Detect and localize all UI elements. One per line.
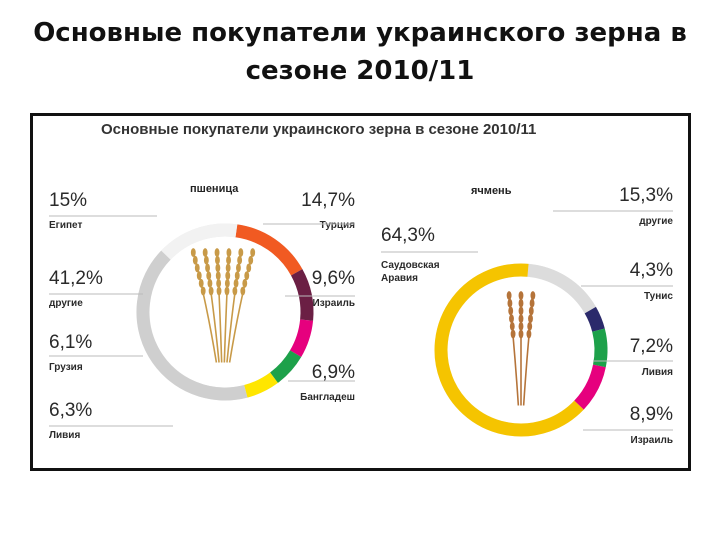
barley-label-saudi-line2: Аравия — [381, 273, 418, 284]
wheat-value-турция: 14,7% — [301, 190, 355, 211]
wheat-title: пшеница — [190, 183, 239, 195]
wheat-value-грузия: 6,1% — [49, 332, 92, 353]
barley-label-израиль: Израиль — [631, 435, 673, 446]
wheat-slice-другие — [136, 250, 248, 401]
wheat-value-бангладеш: 6,9% — [312, 362, 355, 383]
wheat-slice-бангладеш — [289, 319, 314, 358]
barley-label-saudi-line1: Саудовская — [381, 260, 440, 271]
barley-value-саудовская-аравия: 64,3% — [381, 225, 435, 246]
barley-title: ячмень — [471, 185, 512, 197]
wheat-value-другие: 41,2% — [49, 268, 103, 289]
barley-value-ливия: 7,2% — [630, 336, 673, 357]
chart-svg: пшеница 15% Египет 14,7% Турция 9,6% Израиль 6,… — [49, 183, 673, 446]
wheat-value-ливия: 6,3% — [49, 400, 92, 421]
slide-title: Основные покупатели украинского зерна в … — [0, 14, 720, 90]
wheat-slice-египет — [161, 223, 238, 260]
barley-value-другие: 15,3% — [619, 185, 673, 206]
barley-slice-тунис — [584, 306, 605, 332]
barley-slice-другие — [527, 263, 596, 314]
wheat-label-израиль: Израиль — [313, 298, 355, 309]
wheat-label-египет: Египет — [49, 220, 82, 231]
slide-title-line2: сезоне 2010/11 — [245, 56, 475, 86]
wheat-slice-грузия — [243, 372, 278, 398]
barley-label-другие: другие — [639, 216, 673, 227]
barley-slice-ливия — [592, 328, 608, 368]
barley-value-тунис: 4,3% — [630, 260, 673, 281]
wheat-label-грузия: Грузия — [49, 362, 83, 373]
wheat-slice-турция — [235, 224, 303, 276]
barley-label-ливия: Ливия — [642, 367, 673, 378]
slide-title-line1: Основные покупатели украинского зерна в — [33, 18, 687, 48]
barley-slice-саудовская-аравия — [434, 263, 584, 437]
barley-value-израиль: 8,9% — [630, 404, 673, 425]
wheat-slice-ливия — [269, 350, 302, 383]
grain-illustration — [190, 248, 256, 363]
chart-title: Основные покупатели украинского зерна в … — [101, 121, 537, 138]
grain-illustration — [506, 291, 536, 406]
wheat-label-турция: Турция — [320, 220, 356, 231]
wheat-label-ливия: Ливия — [49, 430, 80, 441]
wheat-value-израиль: 9,6% — [312, 268, 355, 289]
wheat-slice-израиль — [290, 269, 314, 321]
wheat-label-бангладеш: Бангладеш — [300, 392, 355, 403]
barley-label-тунис: Тунис — [644, 291, 673, 302]
infographic-frame: Основные покупатели украинского зерна в … — [30, 113, 691, 471]
wheat-label-другие: другие — [49, 298, 83, 309]
wheat-value-египет: 15% — [49, 190, 87, 211]
barley-slice-израиль — [574, 364, 606, 410]
